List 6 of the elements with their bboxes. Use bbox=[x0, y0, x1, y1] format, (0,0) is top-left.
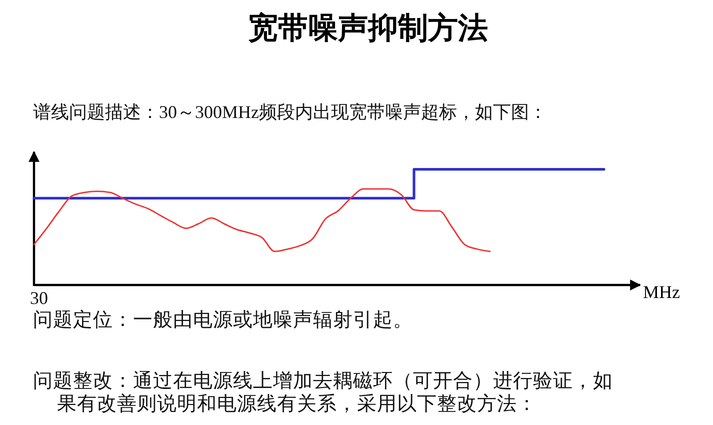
chart-title: 宽带噪声抑制方法 bbox=[248, 11, 488, 45]
text: 问题整改：通过在电源线上增加去耦磁环（可开合）进行验证，如果有改善则说明和电源线有关系，采用以下整改方法： bbox=[33, 370, 613, 415]
x-axis-title: MHz bbox=[643, 282, 680, 302]
chart-subtitle: 谱线问题描述：30～300MHz频段内出现宽带噪声超标，如下图： bbox=[33, 102, 547, 122]
text: 30 bbox=[30, 288, 48, 308]
text: 问题定位：一般由电源或地噪声辐射引起。 bbox=[33, 309, 413, 331]
